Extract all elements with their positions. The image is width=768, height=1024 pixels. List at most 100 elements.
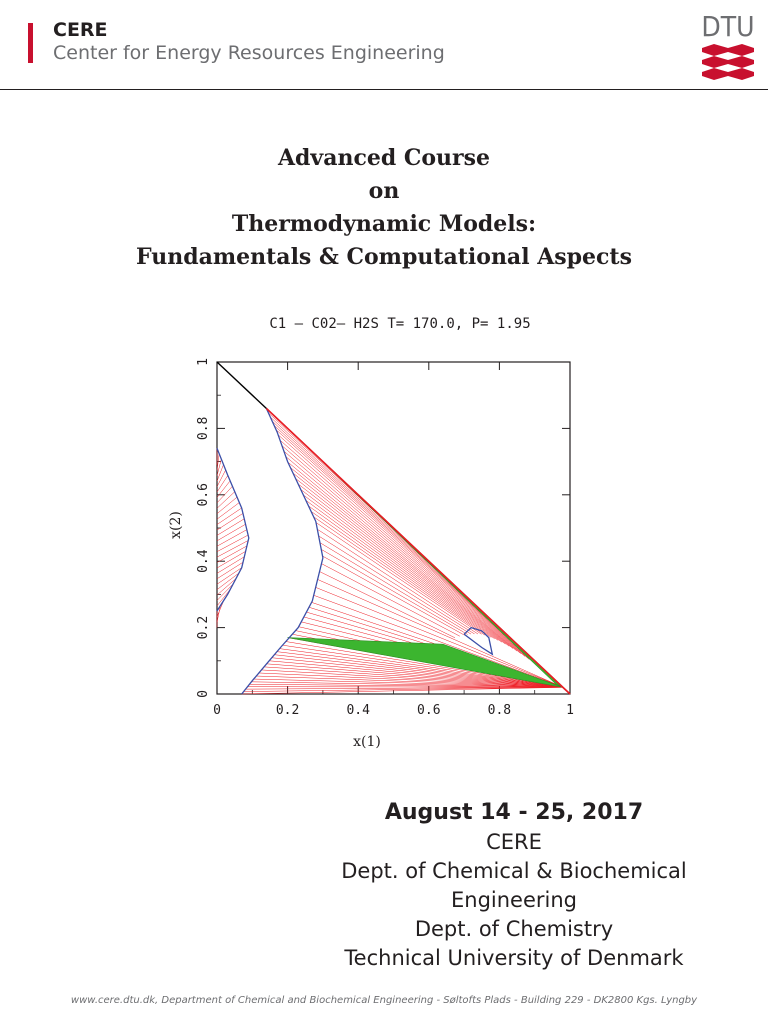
lobe-tie-line — [216, 507, 242, 525]
tie-line — [322, 555, 465, 636]
lobe-tie-line — [216, 491, 235, 509]
event-line-3: Dept. of Chemistry — [414, 917, 614, 941]
phase-boundary-curve — [463, 626, 494, 656]
dtu-logo-stripes — [702, 44, 754, 80]
lobe-tie-line — [216, 545, 248, 563]
footer-text: www.cere.dtu.dk, Department of Chemical … — [70, 995, 698, 1006]
tie-line — [290, 467, 518, 652]
tie-line — [281, 445, 534, 663]
y-tick-label: 0.4 — [196, 549, 211, 573]
x-tick-label: 1 — [566, 703, 574, 718]
tie-line — [271, 657, 562, 687]
tie-line — [315, 587, 560, 686]
event-line-1: CERE — [486, 830, 542, 854]
y-axis-label: x(2) — [168, 511, 184, 539]
tie-line — [274, 654, 562, 687]
tie-line — [256, 675, 563, 688]
header-divider — [0, 89, 768, 90]
tie-line — [315, 522, 482, 635]
lobe-tie-line — [216, 534, 249, 552]
tie-line — [319, 571, 456, 638]
tie-line — [251, 681, 563, 688]
title-line-2: on — [368, 178, 400, 204]
title-line-1: Advanced Course — [277, 145, 491, 171]
lobe-tie-line — [216, 578, 237, 596]
lobe-tie-line — [216, 551, 246, 569]
phase-diagram-chart: C1 – C02– H2S T= 170.0, P= 1.95 0 0.2 0.4 0… — [168, 316, 574, 750]
dtu-logo-text: DTU — [701, 10, 754, 43]
y-tick-label: 1 — [196, 358, 211, 366]
tie-line — [318, 535, 475, 635]
x-axis-label: x(1) — [353, 734, 381, 750]
tie-line — [269, 660, 562, 687]
lobe-tie-line — [216, 486, 233, 504]
tie-line — [253, 678, 563, 688]
lobe-tie-line — [216, 556, 245, 574]
event-date: August 14 - 25, 2017 — [384, 800, 644, 825]
tie-line — [308, 505, 492, 638]
tie-line — [279, 439, 539, 667]
lobe-tie-line — [216, 518, 245, 536]
tie-line — [292, 472, 514, 649]
phase-boundary-curve — [216, 448, 250, 612]
org-full-name: Center for Energy Resources Engineering — [53, 42, 445, 64]
y-tick-label: 0.6 — [196, 483, 211, 506]
tie-line — [277, 434, 543, 670]
chart-title: C1 – C02– H2S T= 170.0, P= 1.95 — [269, 316, 530, 332]
x-tick-label: 0 — [213, 703, 221, 718]
lobe-tie-line — [216, 459, 222, 476]
event-line-4: Technical University of Denmark — [344, 946, 684, 970]
tie-line — [266, 663, 562, 688]
plot-area: 0 0.2 0.4 0.6 0.8 1 0 0.2 0.4 0.6 0.8 1 — [196, 358, 574, 718]
tie-line — [321, 549, 468, 635]
lobe-tie-line — [216, 453, 220, 471]
tie-line — [298, 483, 506, 645]
lobe-tie-line — [216, 567, 242, 585]
title-line-4: Fundamentals & Computational Aspects — [136, 244, 632, 270]
tie-line — [313, 595, 560, 687]
tie-line — [283, 450, 530, 660]
x-tick-label: 0.2 — [276, 703, 299, 718]
tie-line — [300, 489, 502, 643]
tie-line — [243, 687, 563, 692]
x-tick-label: 0.4 — [346, 703, 370, 718]
lobe-tie-line — [216, 583, 234, 601]
title-line-3: Thermodynamic Models: — [231, 211, 537, 237]
lobe-tie-line — [216, 561, 244, 580]
tie-line — [287, 461, 522, 654]
lobe-tie-line — [216, 475, 229, 493]
tie-line — [319, 542, 472, 635]
tie-line — [295, 478, 510, 647]
tie-line — [310, 511, 489, 637]
tie-line — [305, 500, 495, 640]
lobe-tie-line — [216, 605, 221, 623]
lobe-tie-line — [216, 469, 226, 487]
lobe-tie-line — [216, 524, 246, 542]
lobe-tie-line — [216, 540, 249, 558]
course-title: Advanced Course on Thermodynamic Models:… — [0, 142, 768, 274]
tie-line — [285, 456, 526, 657]
tie-line — [264, 666, 562, 688]
lobe-tie-line — [216, 496, 238, 514]
y-tick-label: 0.8 — [196, 417, 211, 440]
tie-line — [282, 644, 561, 687]
lobe-tie-line — [216, 480, 231, 498]
dtu-logo: DTU — [701, 10, 755, 80]
lobe-tie-line — [216, 464, 224, 482]
tie-line — [241, 687, 563, 695]
accent-bar — [28, 23, 33, 63]
lobe-tie-line — [216, 513, 244, 531]
region-three-phase — [287, 637, 564, 688]
tie-line — [313, 516, 485, 636]
lobe-tie-line — [216, 529, 247, 547]
tie-line — [261, 669, 562, 688]
tie-line — [276, 651, 562, 687]
phase-boundary-curve — [241, 408, 324, 695]
x-tick-label: 0.8 — [488, 703, 511, 718]
tie-line — [279, 648, 562, 687]
tie-line — [317, 579, 560, 686]
lobe-tie-line — [216, 589, 231, 607]
tie-line — [303, 494, 499, 641]
tie-line — [317, 529, 479, 635]
event-info: August 14 - 25, 2017 CERE Dept. of Chemi… — [280, 798, 748, 973]
